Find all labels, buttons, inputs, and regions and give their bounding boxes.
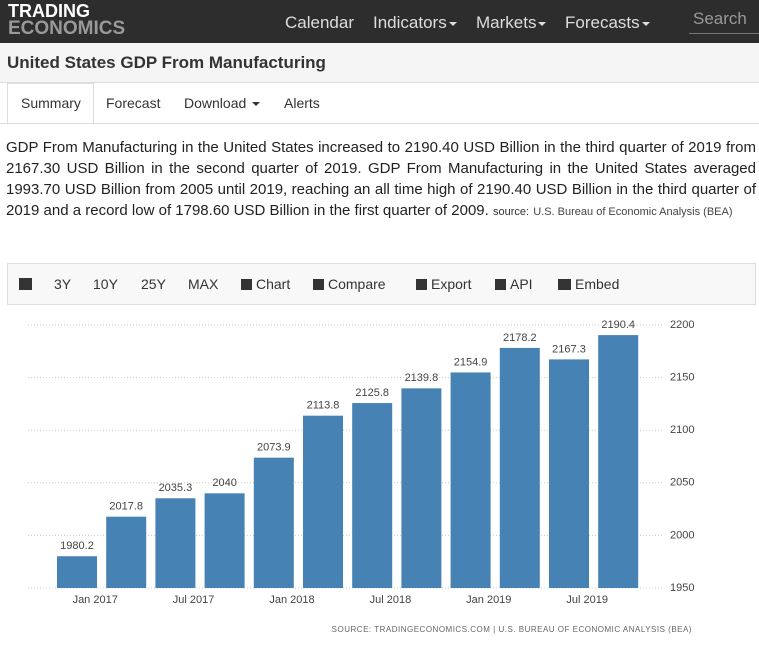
value-label: 2139.8	[405, 372, 439, 384]
bar	[253, 457, 294, 588]
logo-top: TRADING	[8, 1, 90, 21]
tab-selected-bg	[7, 83, 94, 125]
tab[interactable]: Alerts	[284, 95, 320, 111]
value-label: 2113.8	[307, 400, 340, 412]
nav-label: Forecasts	[565, 13, 640, 32]
chart: 1950 2000 2050 2100 2150 2200 1980.2 2017.8 2035…	[28, 319, 694, 634]
calendar-icon[interactable]	[19, 276, 36, 292]
tab-label: Download	[184, 95, 247, 111]
y-tick-label: 2100	[670, 424, 694, 436]
bar	[401, 388, 442, 588]
bar	[303, 415, 343, 588]
x-tick-label: Jan 2019	[466, 594, 511, 606]
toolbar-item[interactable]: Chart	[241, 276, 290, 292]
tab[interactable]: Forecast	[106, 95, 161, 111]
nav-label: Markets	[476, 13, 537, 32]
y-tick-label: 2200	[670, 319, 694, 331]
toolbar-item[interactable]: API	[495, 276, 533, 292]
nav-item[interactable]: Markets	[476, 13, 547, 33]
source-label: source:	[492, 206, 530, 218]
value-label: 2154.9	[454, 356, 488, 368]
value-label: 2073.9	[257, 442, 291, 454]
page-title: United States GDP From Manufacturing	[7, 53, 326, 72]
header: United States GDP From Manufacturing	[0, 43, 759, 83]
toolbar-label: Export	[431, 276, 472, 292]
nav-bar: TRADING ECONOMICS Calendar Indicators Mar…	[0, 0, 759, 43]
x-tick-label: Jul 2017	[173, 594, 215, 606]
y-tick-label: 2150	[670, 372, 694, 384]
toolbar-item[interactable]: 25Y	[141, 276, 166, 292]
toolbar-item[interactable]: Export	[416, 276, 471, 292]
bar	[352, 403, 393, 588]
source-link[interactable]: U.S. Bureau of Economic Analysis (BEA)	[533, 206, 733, 218]
toolbar-item[interactable]: MAX	[188, 276, 219, 292]
tab[interactable]: Download	[184, 95, 261, 111]
y-tick-label: 1950	[670, 582, 694, 594]
chart-source: SOURCE: TRADINGECONOMICS.COM | U.S. BURE…	[332, 625, 692, 634]
value-label: 2125.8	[355, 387, 389, 399]
logo[interactable]: TRADING ECONOMICS	[8, 1, 126, 39]
nav-item[interactable]: Forecasts	[565, 13, 650, 33]
x-tick-label: Jan 2018	[269, 594, 314, 606]
logo-bottom: ECONOMICS	[8, 18, 126, 39]
search-box[interactable]: Search	[689, 9, 759, 34]
toolbar-label: Embed	[575, 276, 620, 292]
summary-text: GDP From Manufacturing in the United Sta…	[6, 139, 756, 219]
value-label: 2040	[212, 477, 236, 489]
bar	[155, 498, 196, 588]
nav-label: Indicators	[373, 13, 447, 32]
tab[interactable]: Summary	[21, 95, 81, 111]
tab-border	[0, 123, 759, 124]
summary: GDP From Manufacturing in the United Sta…	[6, 137, 756, 223]
value-label: 1980.2	[60, 540, 94, 552]
value-label: 2190.4	[601, 319, 635, 331]
value-label: 2178.2	[503, 332, 537, 344]
toolbar-item[interactable]: 10Y	[93, 276, 118, 292]
y-tick-label: 2000	[670, 529, 694, 541]
bar	[57, 556, 97, 588]
x-tick-label: Jul 2018	[370, 594, 412, 606]
toolbar-item[interactable]: Compare	[313, 276, 386, 292]
bar	[598, 335, 639, 588]
value-label: 2017.8	[109, 501, 143, 513]
nav-item[interactable]: Indicators	[373, 13, 457, 33]
toolbar-label: API	[510, 276, 533, 292]
toolbar: 3Y 10Y 25Y MAX Chart Compare Export API …	[7, 263, 756, 305]
toolbar-label: Chart	[256, 276, 291, 292]
bar	[499, 347, 540, 588]
value-label: 2035.3	[159, 482, 193, 494]
toolbar-label: Compare	[328, 276, 386, 292]
bar	[450, 372, 491, 588]
bar	[106, 516, 147, 588]
bar	[204, 493, 245, 588]
bar	[549, 359, 589, 588]
value-label: 2167.3	[552, 343, 586, 355]
toolbar-item[interactable]: 3Y	[54, 276, 72, 292]
x-tick-label: Jan 2017	[73, 594, 118, 606]
toolbar-item[interactable]: Embed	[558, 276, 619, 292]
y-tick-label: 2050	[670, 477, 694, 489]
x-tick-label: Jul 2019	[566, 594, 608, 606]
nav-item[interactable]: Calendar	[285, 13, 354, 32]
